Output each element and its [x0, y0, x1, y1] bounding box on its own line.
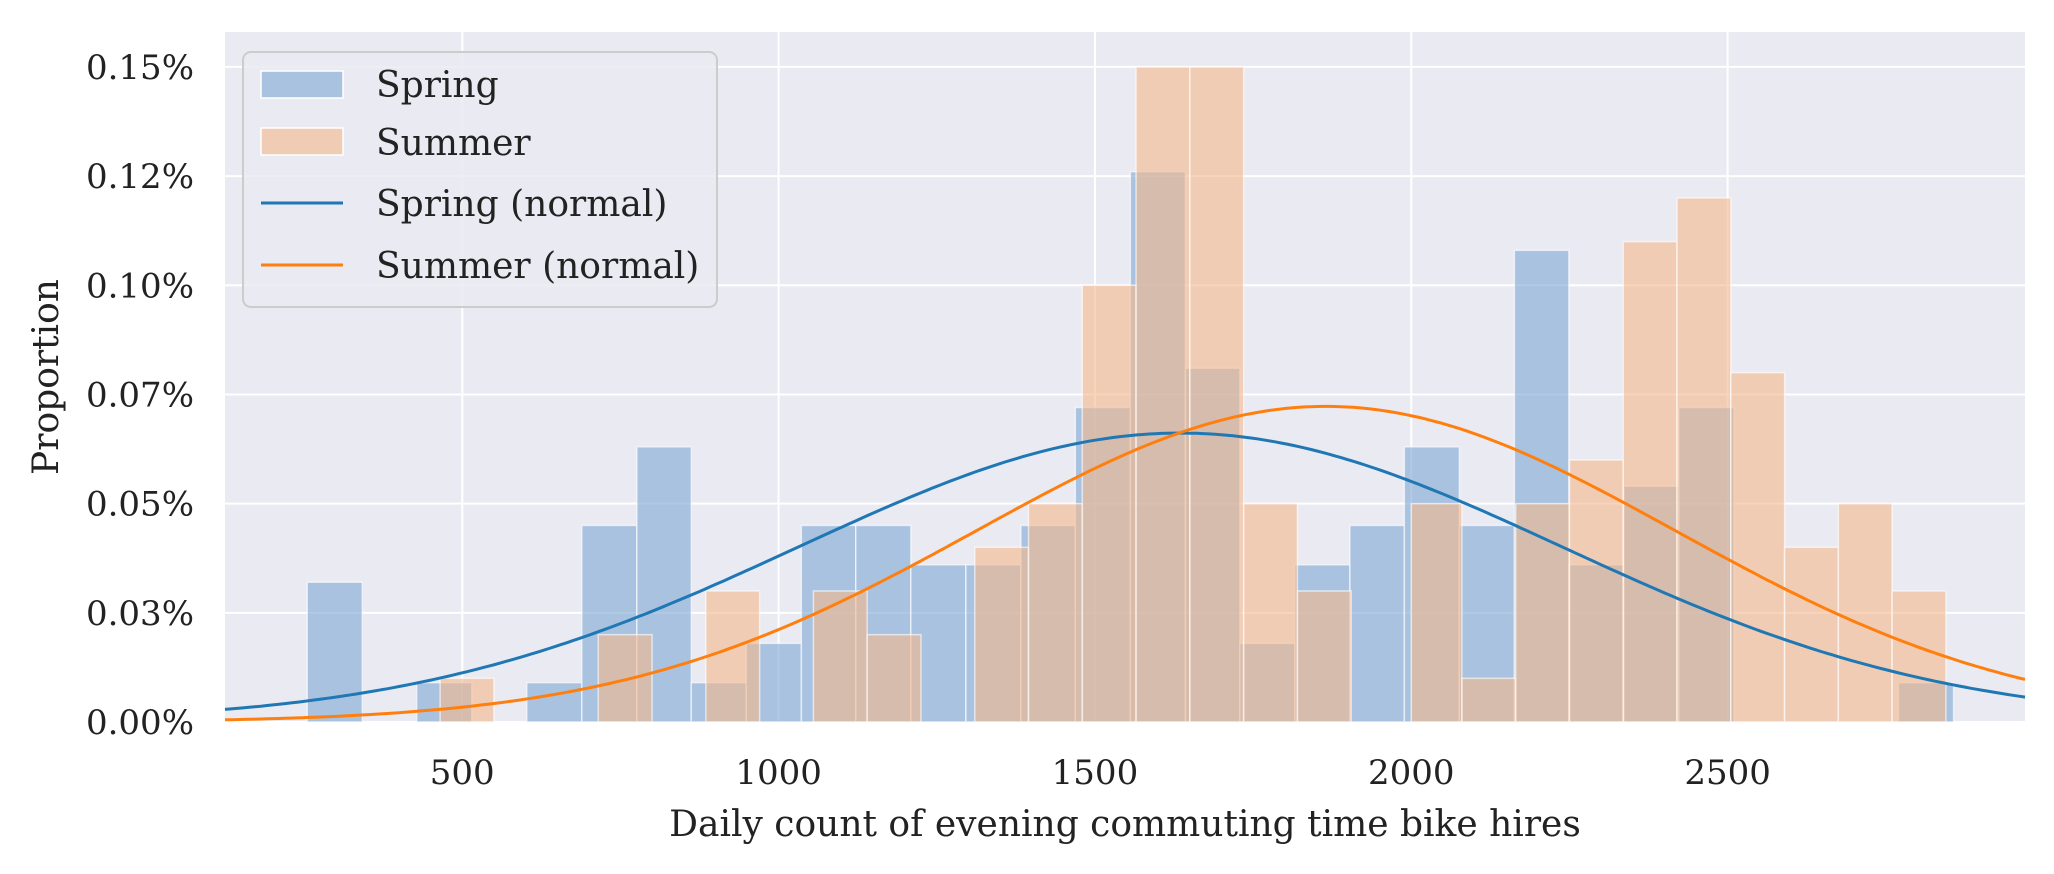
legend-summer-patch [260, 127, 344, 156]
y-tick-labels: 0.00% 0.03% 0.05% 0.07% 0.10% 0.12% 0.15% [86, 48, 194, 743]
summer-bar-21 [1891, 590, 1947, 723]
summer-bar-4 [866, 633, 922, 723]
summer-bars [439, 66, 1947, 723]
summer-bar-16 [1622, 240, 1678, 723]
summer-bar-12 [1410, 502, 1463, 723]
spring-bar-17 [1349, 524, 1406, 723]
summer-normal-curve [224, 404, 2026, 722]
summer-bar-11 [1296, 590, 1352, 723]
summer-bar-5 [973, 546, 1030, 723]
x-tick-label-1: 1000 [735, 753, 822, 793]
x-tick-label-4: 2500 [1684, 753, 1771, 793]
x-tick-label-3: 2000 [1368, 753, 1455, 793]
y-tick-label-4: 0.10% [86, 266, 194, 306]
legend-spring-patch [260, 70, 344, 99]
summer-bar-9 [1189, 66, 1245, 723]
y-tick-label-1: 0.03% [86, 594, 194, 634]
y-axis-label: Proportion [26, 279, 67, 475]
summer-bar-3 [812, 590, 868, 723]
summer-bar-0 [439, 677, 495, 723]
summer-bar-18 [1730, 371, 1786, 723]
x-tick-label-0: 500 [430, 753, 495, 793]
legend: Spring Summer Spring (normal) Summer (no… [242, 51, 718, 308]
summer-bar-15 [1568, 459, 1624, 723]
spring-normal-curve [224, 431, 2026, 711]
y-tick-label-2: 0.05% [86, 485, 194, 525]
summer-bar-10 [1242, 502, 1299, 723]
legend-label-spring-normal: Spring (normal) [376, 184, 667, 225]
spring-bar-2 [526, 681, 583, 723]
y-tick-label-0: 0.00% [86, 703, 194, 743]
summer-bar-6 [1027, 502, 1084, 723]
x-tick-labels: 500 1000 1500 2000 2500 [430, 753, 1771, 793]
summer-bar-13 [1461, 677, 1517, 723]
summer-bar-17 [1676, 197, 1732, 723]
summer-bar-8 [1135, 66, 1191, 723]
legend-label-summer-normal: Summer (normal) [376, 246, 699, 287]
summer-bar-7 [1081, 284, 1137, 723]
summer-bar-2 [705, 590, 761, 723]
normal-curves [224, 404, 2026, 722]
legend-label-spring: Spring [376, 65, 499, 106]
y-tick-label-6: 0.15% [86, 48, 194, 88]
legend-label-summer: Summer [376, 123, 531, 164]
x-axis-label: Daily count of evening commuting time bi… [669, 804, 1581, 845]
summer-bar-19 [1783, 546, 1840, 723]
legend-box [242, 51, 718, 308]
y-tick-label-3: 0.07% [86, 375, 194, 415]
x-tick-label-2: 1500 [1052, 753, 1139, 793]
y-tick-label-5: 0.12% [86, 157, 194, 197]
summer-bar-20 [1837, 502, 1893, 723]
